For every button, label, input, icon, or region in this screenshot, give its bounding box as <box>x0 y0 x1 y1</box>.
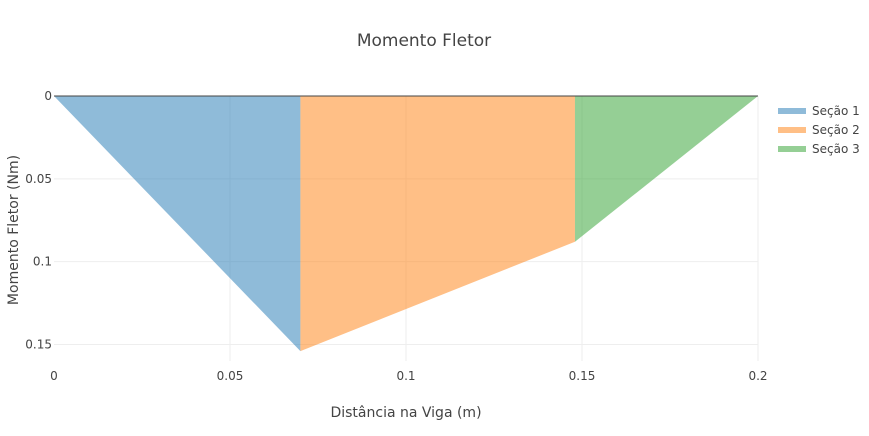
legend-label-3: Seção 3 <box>812 142 860 156</box>
x-axis-title: Distância na Viga (m) <box>330 405 481 421</box>
x-tick-label: 0.15 <box>569 369 596 383</box>
y-tick-label: 0.05 <box>25 172 52 186</box>
legend: Seção 1 Seção 2 Seção 3 <box>778 104 860 156</box>
y-tick-label: 0.15 <box>25 337 52 351</box>
x-tick-label: 0.1 <box>396 369 415 383</box>
y-axis-title: Momento Fletor (Nm) <box>6 155 22 305</box>
chart-title: Momento Fletor <box>357 31 491 51</box>
y-tick-label: 0 <box>44 89 52 103</box>
series-areas <box>54 96 758 352</box>
legend-swatch-1 <box>778 108 806 114</box>
y-tick-label: 0.1 <box>33 255 52 269</box>
x-tick-label: 0.05 <box>217 369 244 383</box>
legend-swatch-3 <box>778 146 806 152</box>
legend-swatch-2 <box>778 127 806 133</box>
series-area-1 <box>54 96 301 352</box>
axes: 0 0.05 0.1 0.15 0.2 0 0.05 0.1 0.15 <box>25 89 767 383</box>
series-area-3 <box>574 96 758 242</box>
x-tick-label: 0.2 <box>748 369 767 383</box>
x-tick-label: 0 <box>50 369 58 383</box>
series-area-2 <box>300 96 575 352</box>
legend-label-1: Seção 1 <box>812 104 860 118</box>
legend-label-2: Seção 2 <box>812 123 860 137</box>
